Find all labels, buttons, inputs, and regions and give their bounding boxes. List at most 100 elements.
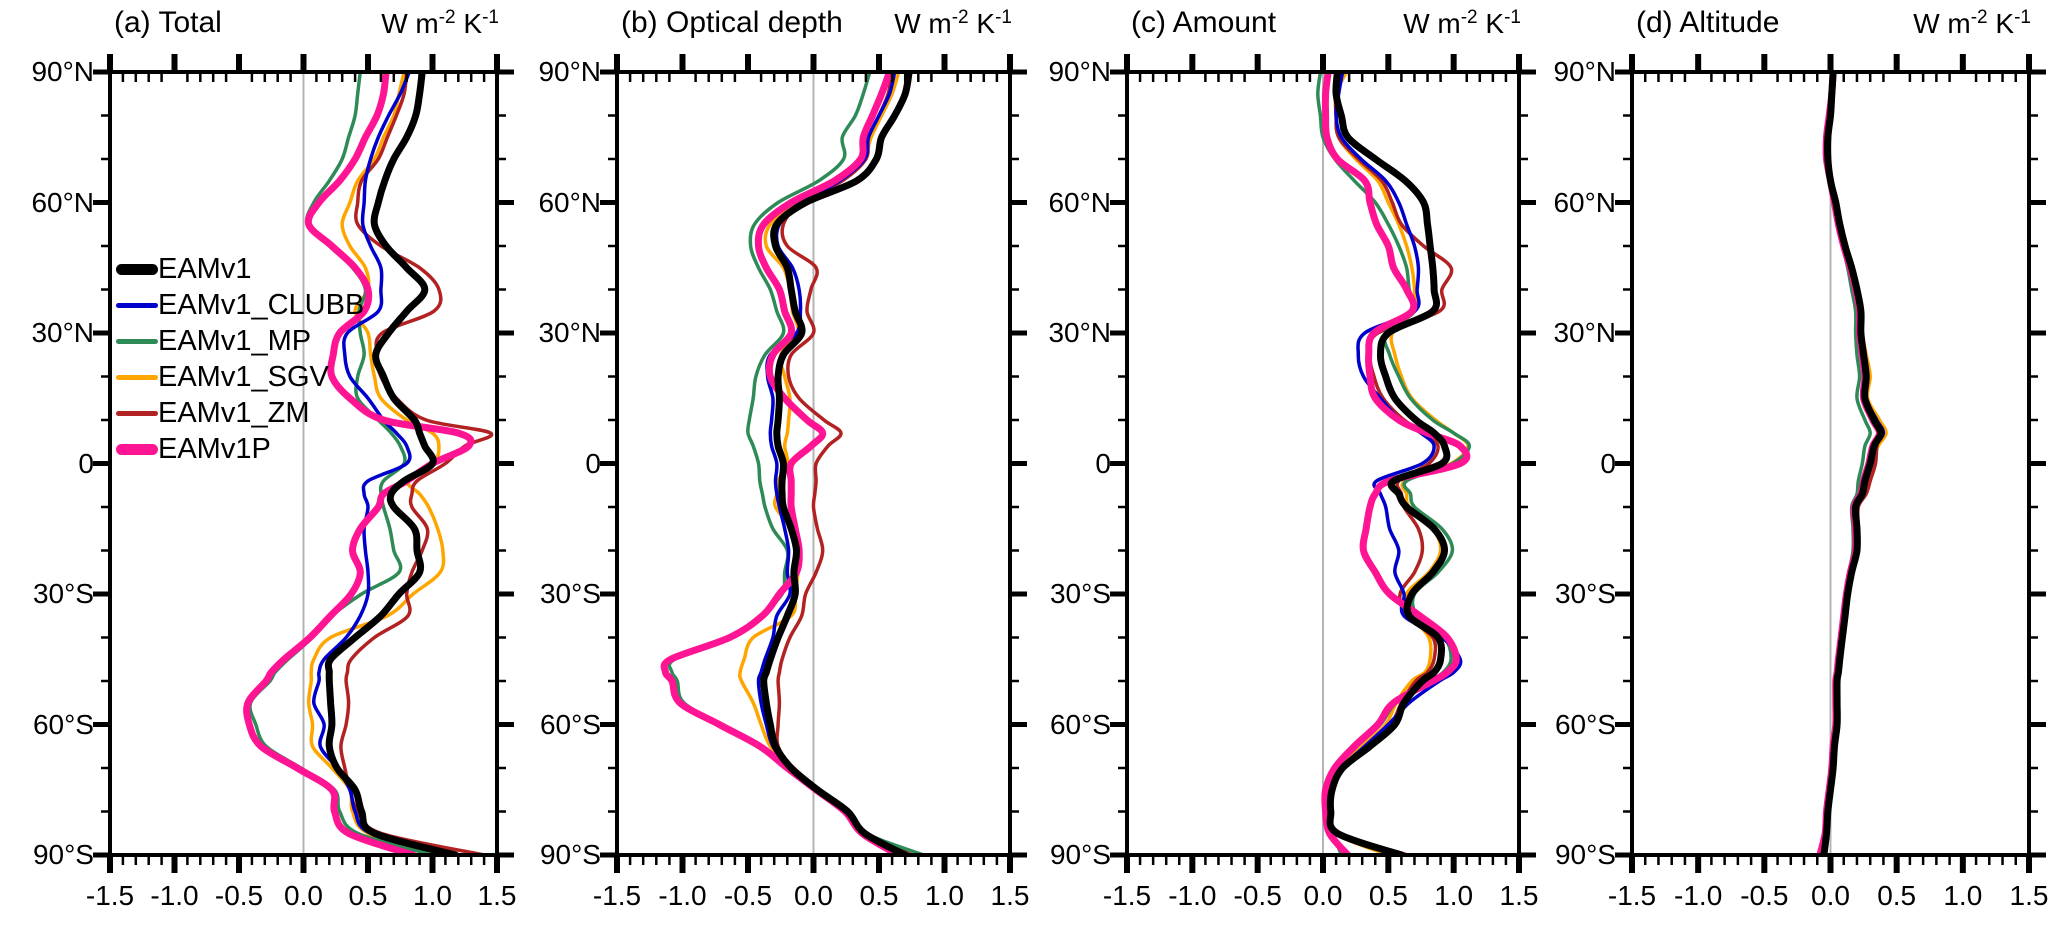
y-tick-label: 30°N (31, 317, 94, 348)
x-tick-label: 1.0 (413, 880, 452, 911)
x-tick-label: 0.0 (1303, 880, 1343, 911)
y-tick-label: 90°N (538, 56, 601, 87)
x-tick-label: -1.0 (150, 880, 199, 911)
x-tick-label: 1.0 (1943, 880, 1983, 911)
unit-kelvin: K (1477, 8, 1505, 39)
unit-base: W m (1403, 8, 1461, 39)
y-tick-label: 30°N (538, 317, 601, 348)
y-tick-label: 60°S (539, 708, 601, 740)
panel-b-title: (b) Optical depth (621, 6, 843, 39)
series-line-EAMv1 (324, 72, 460, 855)
legend-label: EAMv1_MP (158, 324, 312, 357)
panel-b-curves (660, 72, 926, 855)
legend-label: EAMv1_SGV (158, 360, 329, 393)
unit-base: W m (381, 8, 439, 39)
unit-kelvin: K (968, 8, 996, 39)
unit-exponent: -2 (951, 7, 969, 28)
series-line-EAMv1P (660, 72, 903, 855)
unit-exponent: -2 (1970, 7, 1988, 28)
y-tick-label: 0 (585, 447, 601, 479)
panel-a-title: (a) Total (114, 6, 222, 39)
legend-label: EAMv1P (158, 432, 271, 465)
y-tick-label: 60°S (1554, 708, 1616, 740)
x-tick-label: 1.5 (477, 880, 517, 911)
y-tick-label: 60°N (538, 186, 601, 218)
legend-line-swatch (116, 302, 158, 308)
x-tick-label: 0.0 (1811, 880, 1850, 911)
unit-exponent: -1 (1504, 7, 1521, 28)
panel-a-curves (243, 72, 494, 855)
y-tick-label: 90°S (1554, 839, 1616, 870)
x-tick-label: -1.5 (1102, 880, 1152, 911)
series-line-EAMv1_ZM (339, 72, 494, 855)
x-tick-label: 0.5 (859, 880, 899, 911)
y-tick-label: 90°S (539, 839, 601, 870)
x-tick-label: -0.5 (214, 880, 264, 911)
legend-item-EAMv1: EAMv1 (116, 251, 251, 287)
x-tick-label: -1.0 (1168, 880, 1217, 911)
unit-base: W m (1913, 8, 1971, 39)
unit-kelvin: K (1987, 8, 2015, 39)
unit-exponent: -1 (2014, 7, 2031, 28)
legend-label: EAMv1_CLUBB (158, 288, 365, 321)
unit-exponent: -1 (995, 7, 1012, 28)
y-tick-label: 30°S (539, 578, 601, 609)
x-tick-label: -1.5 (85, 880, 135, 911)
panel-d-curves (1816, 72, 1888, 855)
legend-line-swatch (116, 443, 158, 455)
legend-line-swatch (116, 338, 158, 344)
x-tick-label: 0.0 (794, 880, 833, 911)
series-line-EAMv1 (1326, 72, 1451, 855)
x-tick-label: 1.5 (990, 880, 1030, 911)
panel-a-unit-label: W m-2 K-1 (381, 7, 499, 40)
panel-c-curves (1316, 72, 1472, 855)
legend-item-EAMv1_ZM: EAMv1_ZM (116, 395, 309, 431)
y-tick-label: 90°S (32, 839, 94, 870)
x-tick-label: -1.5 (592, 880, 642, 911)
y-tick-label: 90°N (1048, 56, 1111, 87)
y-tick-label: 30°N (1048, 317, 1111, 348)
unit-exponent: -2 (1460, 7, 1478, 28)
legend-line-swatch (116, 410, 158, 416)
y-tick-label: 90°N (31, 56, 94, 87)
y-tick-label: 60°N (1048, 186, 1111, 218)
x-tick-label: 0.5 (1877, 880, 1917, 911)
y-tick-label: 90°N (1553, 56, 1616, 87)
x-tick-label: -1.5 (1607, 880, 1657, 911)
x-tick-label: 0.0 (284, 880, 323, 911)
x-tick-label: -0.5 (1233, 880, 1282, 911)
unit-kelvin: K (455, 8, 483, 39)
x-tick-label: -0.5 (723, 880, 773, 911)
legend-item-EAMv1P: EAMv1P (116, 431, 271, 467)
y-tick-label: 60°N (1553, 186, 1616, 218)
x-tick-label: -1.0 (1674, 880, 1723, 911)
series-line-EAMv1 (760, 72, 913, 855)
y-tick-label: 30°S (1049, 578, 1111, 609)
legend-item-EAMv1_MP: EAMv1_MP (116, 323, 311, 359)
y-tick-label: 0 (1095, 447, 1111, 479)
x-tick-label: -1.0 (658, 880, 707, 911)
x-tick-label: 1.5 (1499, 880, 1539, 911)
unit-exponent: -2 (438, 7, 456, 28)
y-tick-label: 0 (78, 447, 94, 479)
legend-line-swatch (116, 263, 158, 275)
series-line-EAMv1_CLUBB (312, 72, 450, 855)
y-tick-label: 30°S (32, 578, 94, 609)
panel-d-title: (d) Altitude (1636, 6, 1780, 39)
panel-d-unit-label: W m-2 K-1 (1913, 7, 2031, 40)
series-line-EAMv1_MP (667, 72, 926, 855)
unit-exponent: -1 (482, 7, 499, 28)
x-tick-label: 1.0 (1434, 880, 1474, 911)
y-tick-label: 90°S (1049, 839, 1111, 870)
y-tick-label: 30°N (1553, 317, 1616, 348)
unit-base: W m (894, 8, 952, 39)
series-line-EAMv1 (1820, 72, 1885, 855)
x-tick-label: -0.5 (1740, 880, 1789, 911)
legend-line-swatch (116, 374, 158, 380)
legend-item-EAMv1_SGV: EAMv1_SGV (116, 359, 329, 395)
x-tick-label: 1.5 (2009, 880, 2049, 911)
y-tick-label: 60°S (32, 708, 94, 740)
y-tick-label: 0 (1600, 447, 1616, 479)
